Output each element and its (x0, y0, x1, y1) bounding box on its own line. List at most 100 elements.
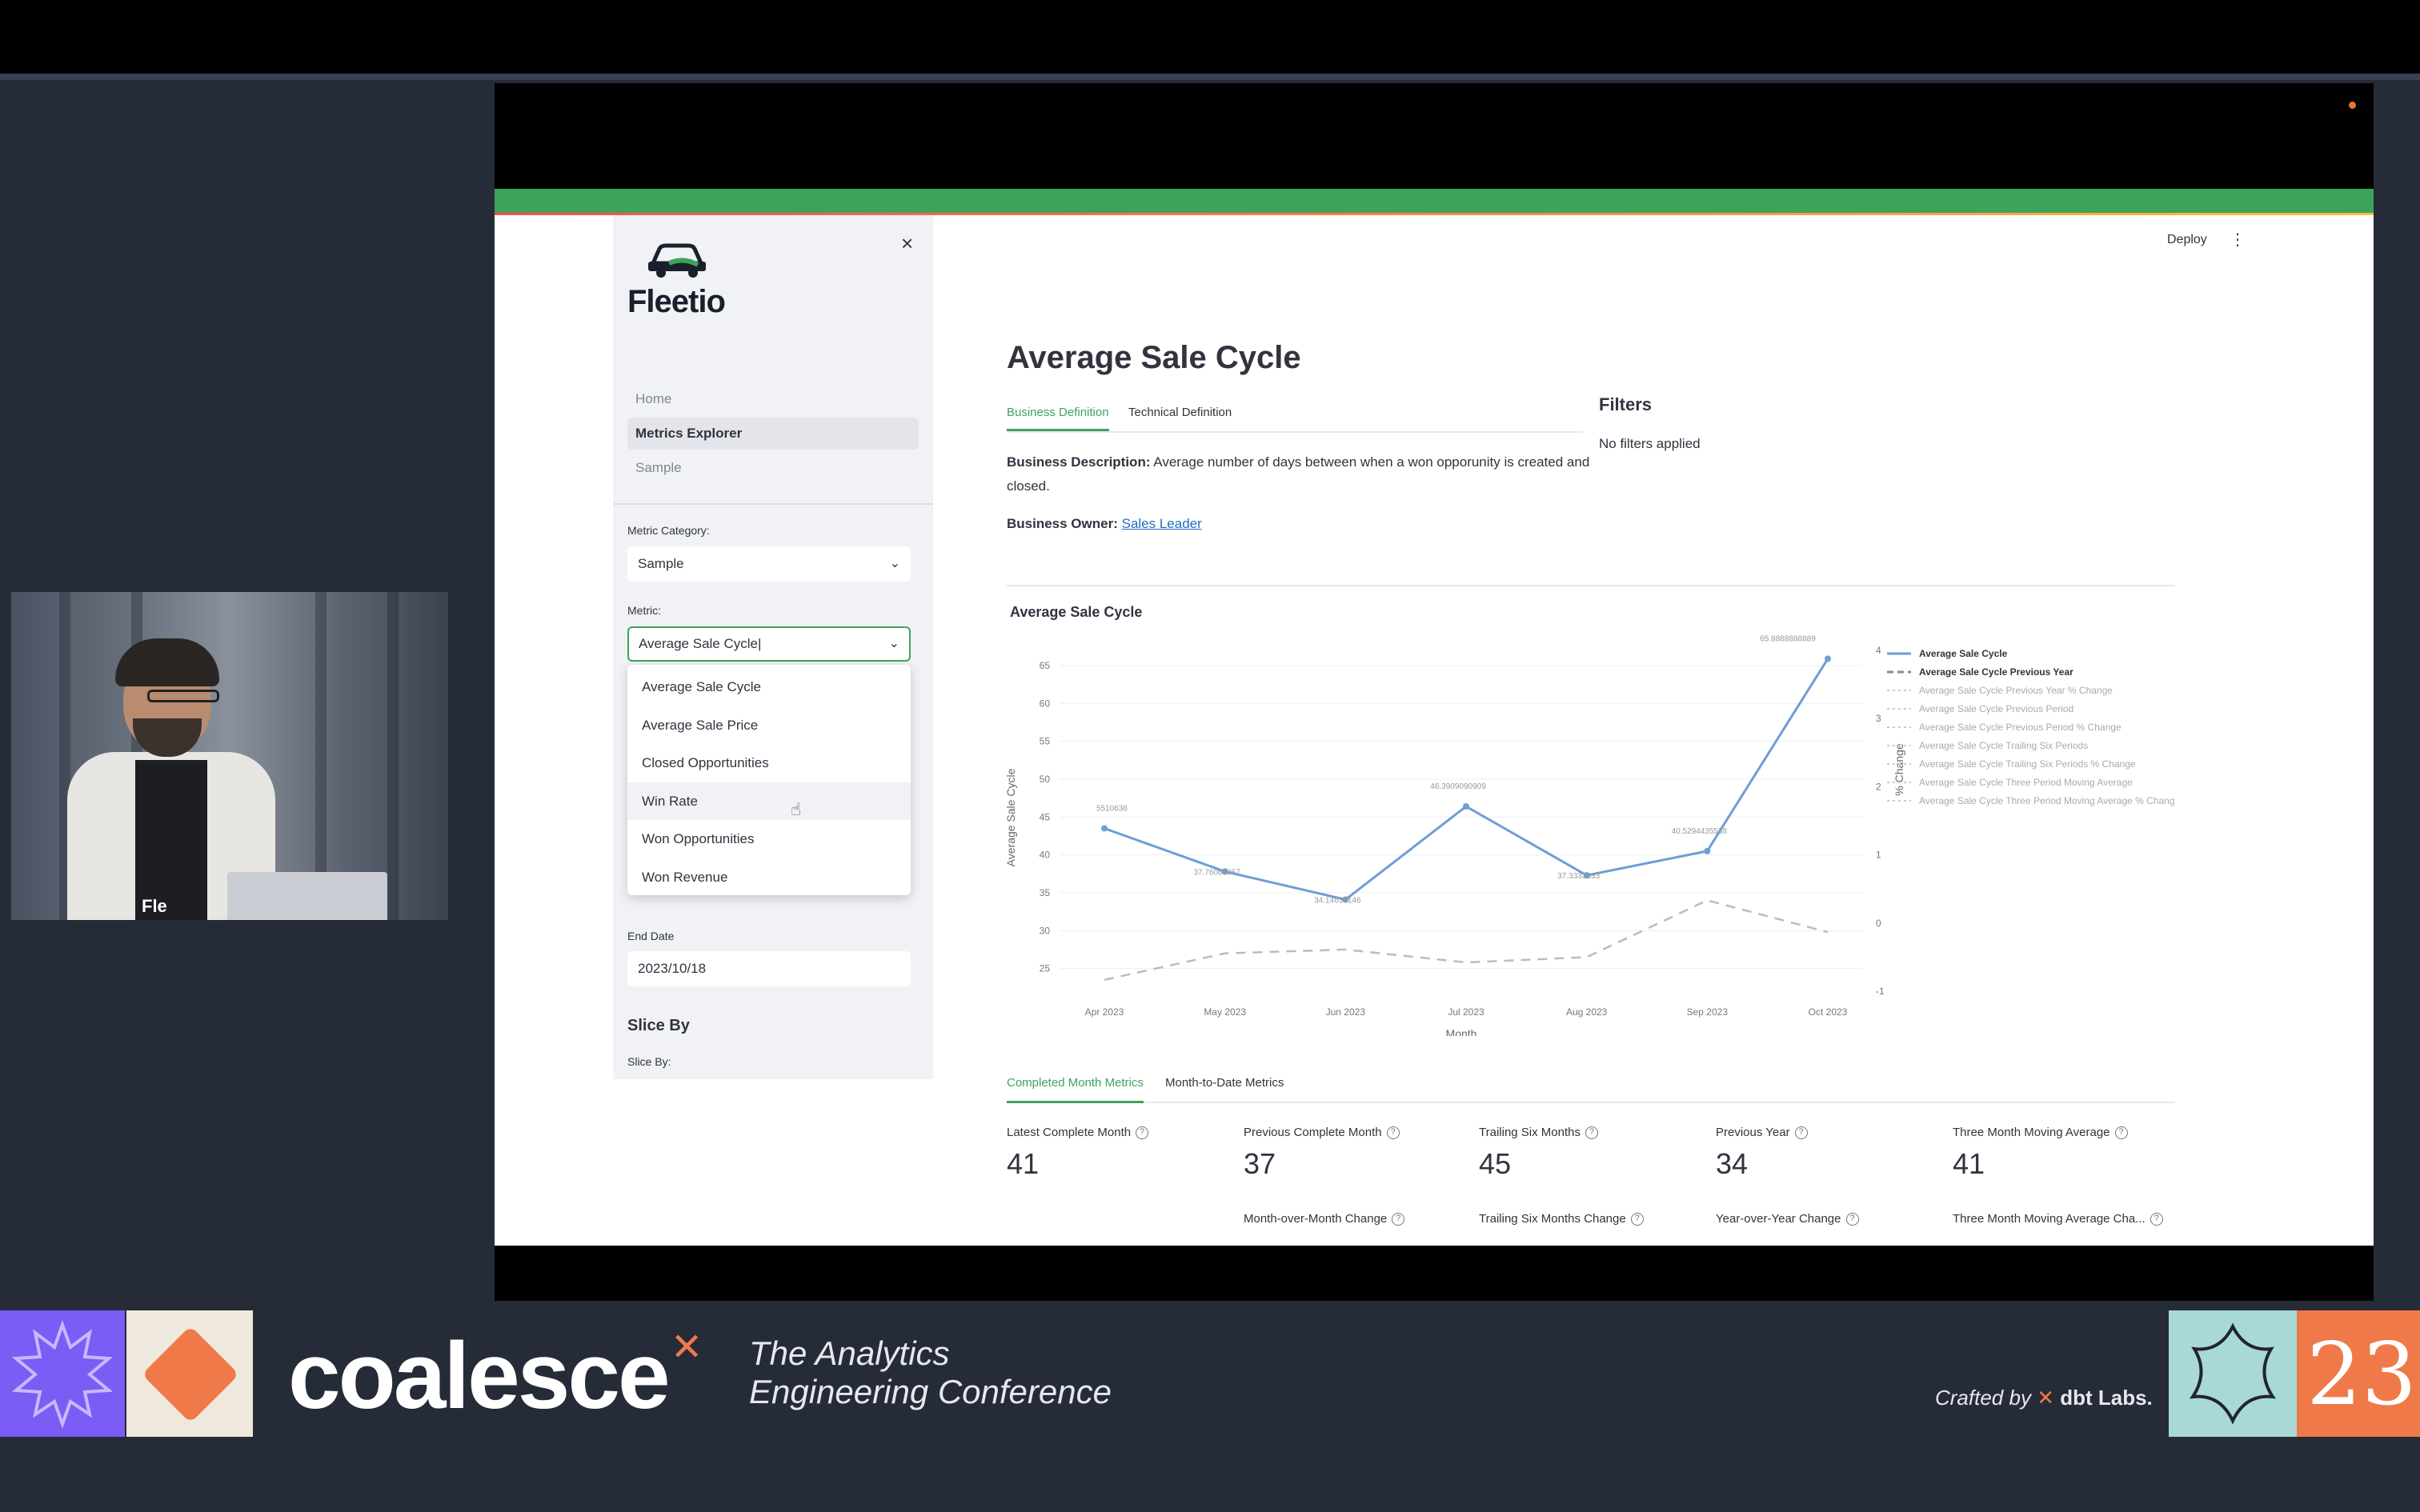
legend-label: Average Sale Cycle Trailing Six Periods (1919, 740, 2088, 751)
help-icon[interactable]: ? (1392, 1213, 1405, 1226)
help-icon[interactable]: ? (1136, 1126, 1149, 1140)
y-tick-label: 45 (1040, 811, 1051, 822)
metric-category-select[interactable]: Sample ⌄ (627, 546, 911, 582)
chart-title: Average Sale Cycle (1010, 604, 1143, 620)
text-caret: | (758, 636, 762, 651)
end-date-input[interactable]: 2023/10/18 (627, 951, 911, 986)
tshirt-print: Fle (142, 896, 167, 916)
help-icon[interactable]: ? (2150, 1213, 2163, 1226)
y-tick-label: 30 (1040, 925, 1051, 936)
business-owner-link[interactable]: Sales Leader (1121, 516, 1202, 531)
car-logo-icon (648, 243, 706, 278)
fleetio-logo: Fleetio (627, 234, 739, 322)
chevron-down-icon: ⌄ (888, 637, 899, 650)
curtain-fold (387, 592, 399, 920)
x-tick-label: Oct 2023 (1809, 1006, 1848, 1018)
sidebar-item-home[interactable]: Home (635, 391, 672, 406)
metric-month-over-month-change: Month-over-Month Change? (1244, 1212, 1405, 1226)
data-label: 37.76086957 (1193, 868, 1240, 877)
legend-label: Average Sale Cycle Previous Period (1919, 703, 2073, 714)
screen-bottom-letterbox (495, 1246, 2374, 1301)
data-point (1583, 872, 1590, 879)
crafted-brand: dbt Labs. (2060, 1386, 2153, 1410)
metric-label: Trailing Six Months Change? (1479, 1212, 1644, 1226)
chart-svg: 25 30 35 40 45 50 55 60 65 -1 0 1 2 3 4 Apr 2023 May 202… (1007, 634, 2175, 1036)
sidebar-item-metrics-explorer[interactable]: Metrics Explorer (627, 418, 919, 450)
metric-option-won-revenue[interactable]: Won Revenue (642, 869, 728, 885)
tab-business-definition[interactable]: Business Definition (1007, 406, 1109, 431)
tab-month-to-date-metrics[interactable]: Month-to-Date Metrics (1165, 1076, 1284, 1090)
speaker-hair (115, 638, 219, 686)
metric-option-average-sale-price[interactable]: Average Sale Price (642, 717, 759, 733)
dbt-x-icon: ✕ (2037, 1386, 2054, 1410)
tab-completed-month-metrics[interactable]: Completed Month Metrics (1007, 1076, 1144, 1103)
event-tagline: The Analytics Engineering Conference (749, 1334, 1112, 1411)
metric-label-text: Month-over-Month Change (1244, 1212, 1388, 1226)
y2-tick-label: 4 (1876, 645, 1881, 656)
speaker-beard (133, 718, 202, 757)
metric-value: 45 (1479, 1147, 1512, 1181)
metric-label-text: Three Month Moving Average Cha... (1953, 1212, 2146, 1226)
metric-option-closed-opportunities[interactable]: Closed Opportunities (642, 755, 769, 770)
data-label: 34.14634146 (1314, 896, 1361, 905)
slice-by-title: Slice By (627, 1017, 690, 1034)
metric-label: Metric: (627, 604, 661, 617)
podium-laptop (227, 872, 387, 920)
data-label: 37.3333333 (1557, 872, 1600, 881)
help-icon[interactable]: ? (1794, 1126, 1808, 1140)
business-description: Business Description: Average number of … (1007, 450, 1591, 498)
data-point (1221, 868, 1228, 875)
help-icon[interactable]: ? (1845, 1213, 1859, 1226)
metric-label: Previous Year? (1716, 1126, 1808, 1140)
close-sidebar-icon[interactable]: × (901, 231, 914, 255)
average-sale-cycle-chart: Average Sale Cycle 25 30 35 40 45 50 55 60 65 -1 0… (1007, 604, 2175, 1036)
metric-option-win-rate[interactable]: Win Rate (627, 782, 911, 820)
metric-label-text: Previous Year (1716, 1126, 1790, 1139)
metric-option-average-sale-cycle[interactable]: Average Sale Cycle (642, 679, 761, 694)
top-letterbox (0, 0, 2420, 74)
main-menu-icon[interactable]: ⋮ (2230, 231, 2246, 249)
help-icon[interactable]: ? (1630, 1213, 1644, 1226)
legend-label: Average Sale Cycle Trailing Six Periods … (1919, 758, 2136, 770)
help-icon[interactable]: ? (2114, 1126, 2128, 1140)
y2-tick-label: 2 (1876, 781, 1881, 792)
event-wordmark: coalesce (288, 1323, 671, 1429)
metric-latest-complete-month: Latest Complete Month? 41 (1007, 1126, 1149, 1181)
legend-label: Average Sale Cycle Three Period Moving A… (1919, 777, 2133, 788)
event-year: 23 (2306, 1325, 2417, 1425)
deploy-button[interactable]: Deploy (2167, 233, 2207, 246)
help-icon[interactable]: ? (1386, 1126, 1400, 1140)
section-divider (1007, 585, 2175, 586)
crafted-by: Crafted by ✕ dbt Labs. (1935, 1386, 2153, 1410)
y-axis-label: Average Sale Cycle (1007, 768, 1017, 866)
metric-label: Year-over-Year Change? (1716, 1212, 1859, 1226)
series-line-previous-year (1104, 899, 1829, 982)
sidebar-nav: Home Metrics Explorer Sample (627, 383, 919, 486)
metric-period-tabs: Completed Month Metrics Month-to-Date Me… (1007, 1073, 2175, 1103)
metric-trailing-six-months-change: Trailing Six Months Change? (1479, 1212, 1644, 1226)
app-header-bar (495, 189, 2374, 213)
tab-technical-definition[interactable]: Technical Definition (1128, 406, 1232, 419)
page-title: Average Sale Cycle (1007, 340, 1301, 375)
metric-label-text: Previous Complete Month (1244, 1126, 1382, 1139)
data-point (1101, 825, 1108, 832)
coalesce-x-icon: ✕ (671, 1326, 703, 1369)
chevron-down-icon: ⌄ (889, 557, 900, 570)
recording-dot-icon (2349, 102, 2356, 109)
definition-tabs: Business Definition Technical Definition (1007, 406, 1583, 433)
metric-value: Average Sale Cycle (639, 636, 758, 651)
sidebar-item-sample[interactable]: Sample (635, 460, 682, 475)
metric-label: Three Month Moving Average Cha...? (1953, 1212, 2163, 1226)
speaker-glasses (147, 690, 219, 702)
metric-option-won-opportunities[interactable]: Won Opportunities (642, 831, 755, 846)
metric-category-value: Sample (638, 556, 684, 571)
metric-select[interactable]: Average Sale Cycle| ⌄ (627, 626, 911, 662)
data-point (1342, 896, 1349, 903)
conference-banner (0, 1310, 2420, 1437)
metric-three-month-moving-average-change: Three Month Moving Average Cha...? (1953, 1212, 2163, 1226)
help-icon[interactable]: ? (1585, 1126, 1598, 1140)
streamlit-app: × Fleetio Home Metrics Explorer Sample M… (495, 215, 2374, 1246)
x-axis-label: Month (1446, 1027, 1477, 1036)
data-label: 40.5294435538 (1672, 827, 1728, 836)
end-date-label: End Date (627, 930, 675, 942)
